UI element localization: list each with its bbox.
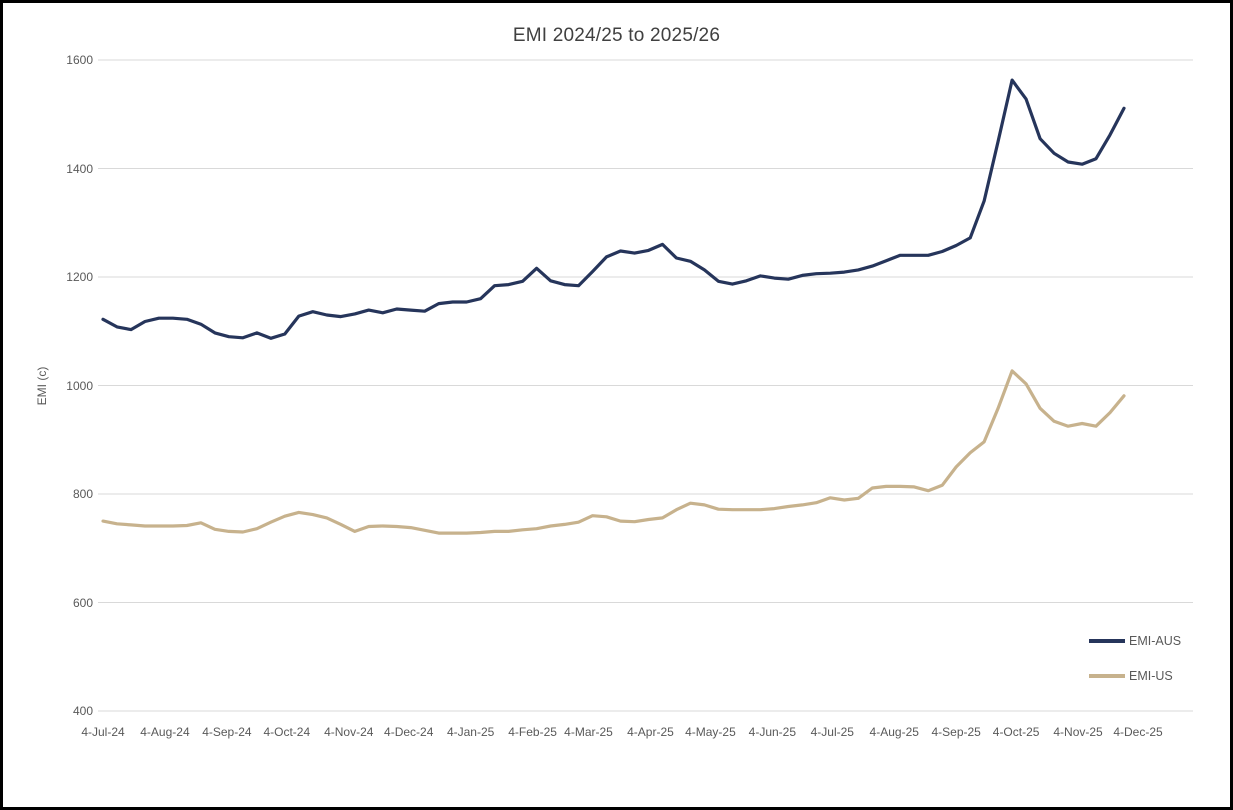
x-tick-label-4-Aug-25: 4-Aug-25 <box>869 725 919 739</box>
y-tick-label-400: 400 <box>72 704 93 718</box>
y-tick-label-600: 600 <box>72 595 93 610</box>
x-tick-label-4-Jun-25: 4-Jun-25 <box>748 725 797 739</box>
x-tick-label-4-Feb-25: 4-Feb-25 <box>508 725 557 739</box>
x-tick-label-4-Mar-25: 4-Mar-25 <box>564 725 613 739</box>
chart-title: EMI 2024/25 to 2025/26 <box>512 25 721 46</box>
legend-swatch-emi-us <box>1089 674 1125 678</box>
x-tick-label-4-Jul-25: 4-Jul-25 <box>810 725 854 739</box>
x-tick-label-4-Dec-24: 4-Dec-24 <box>384 725 434 739</box>
legend: EMI-AUS EMI-US <box>1089 634 1181 683</box>
y-tick-label-1600: 1600 <box>66 53 93 67</box>
x-tick-label-4-Aug-24: 4-Aug-24 <box>140 725 190 739</box>
legend-label-emi-us: EMI-US <box>1129 669 1173 683</box>
series-line-emi-aus <box>101 78 1126 340</box>
legend-item-emi-aus: EMI-AUS <box>1089 634 1181 648</box>
x-tick-label-4-Jul-24: 4-Jul-24 <box>81 725 125 739</box>
y-tick-label-1200: 1200 <box>66 270 93 284</box>
y-tick-label-1000: 1000 <box>66 378 93 393</box>
x-tick-label-4-Oct-25: 4-Oct-25 <box>992 725 1040 739</box>
legend-swatch-emi-aus <box>1089 639 1125 643</box>
x-tick-label-4-Nov-24: 4-Nov-24 <box>324 725 374 739</box>
x-tick-label-4-Dec-25: 4-Dec-25 <box>1113 725 1163 739</box>
x-tick-label-4-Apr-25: 4-Apr-25 <box>627 725 674 739</box>
plot-area <box>98 59 1193 712</box>
x-tick-label-4-May-25: 4-May-25 <box>685 725 736 739</box>
x-tick-label-4-Jan-25: 4-Jan-25 <box>446 725 495 739</box>
legend-item-emi-us: EMI-US <box>1089 669 1181 683</box>
x-tick-label-4-Oct-24: 4-Oct-24 <box>263 725 311 739</box>
y-tick-label-800: 800 <box>72 487 93 501</box>
x-tick-label-4-Sep-24: 4-Sep-24 <box>202 725 252 739</box>
x-tick-label-4-Sep-25: 4-Sep-25 <box>931 725 981 739</box>
x-tick-label-4-Nov-25: 4-Nov-25 <box>1053 725 1103 739</box>
legend-label-emi-aus: EMI-AUS <box>1129 634 1182 648</box>
series-line-emi-us <box>101 369 1126 535</box>
y-tick-label-1400: 1400 <box>66 161 93 176</box>
